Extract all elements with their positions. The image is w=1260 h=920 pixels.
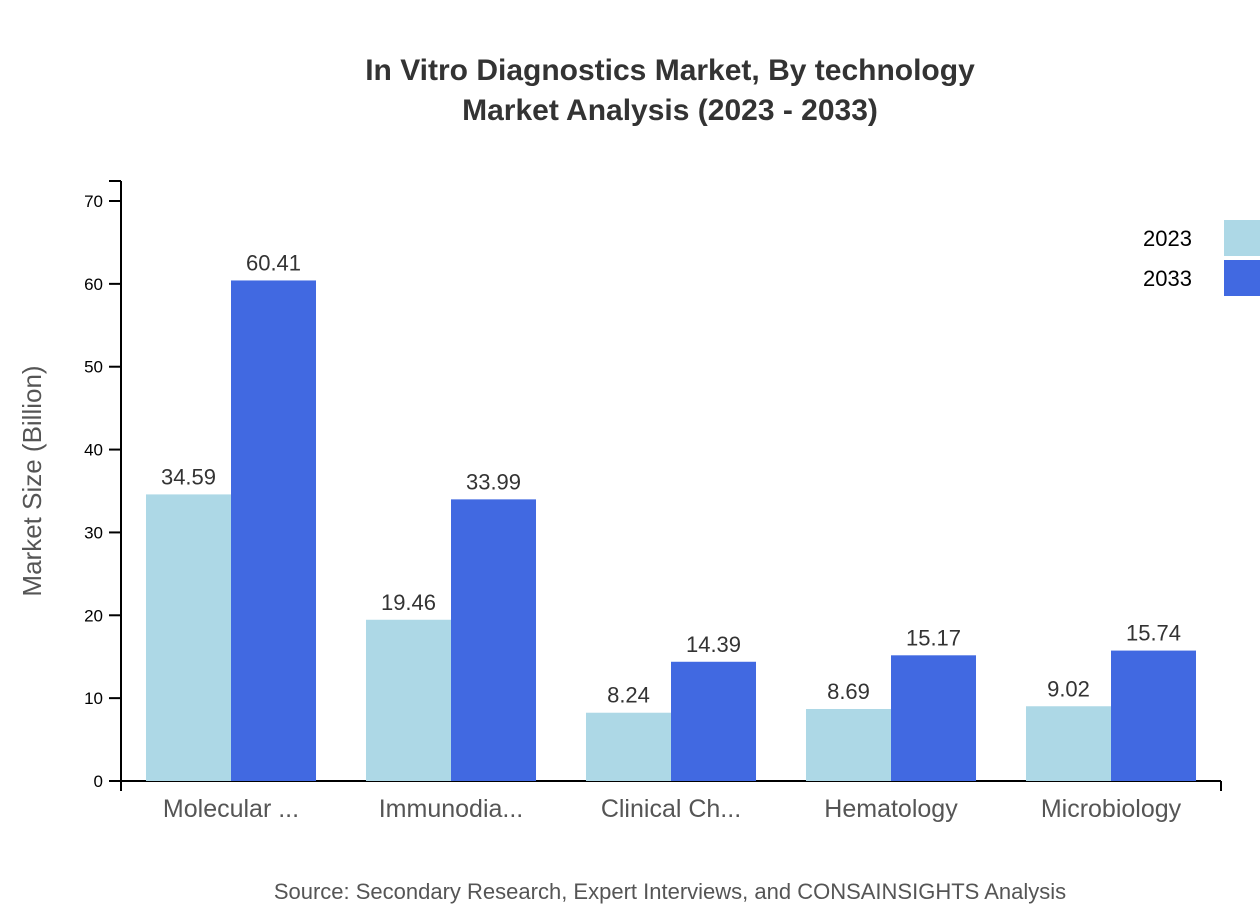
y-tick-label: 60 [84,275,103,294]
data-label: 19.46 [381,590,436,615]
bar-2023 [805,708,891,781]
y-tick-label: 30 [84,523,103,542]
data-label: 33.99 [466,469,521,494]
y-axis: 0 10 20 30 40 50 60 70 [84,180,122,791]
legend-label: 2023 [1143,226,1192,251]
y-tick-label: 10 [84,689,103,708]
bar-2033 [671,661,757,781]
x-tick-label: Microbiology [1041,795,1182,823]
x-tick-label: Molecular ... [163,795,299,823]
source-note: Source: Secondary Research, Expert Inter… [274,879,1066,904]
data-label: 9.02 [1047,676,1090,701]
bar-2033 [231,280,317,781]
y-tick-label: 0 [94,772,103,791]
bar-2023 [585,712,671,781]
bar-2023 [365,619,451,781]
x-tick-label: Immunodia... [379,795,524,823]
y-tick-label: 70 [84,192,103,211]
bar-2033 [451,499,537,781]
bar-2033 [1111,650,1197,781]
legend-swatch-2023 [1224,220,1260,256]
bar-2023 [1025,706,1111,781]
data-label: 15.17 [906,625,961,650]
x-tick-label: Clinical Ch... [601,795,741,823]
chart-title: In Vitro Diagnostics Market, By technolo… [365,54,975,87]
data-label: 15.74 [1126,621,1181,646]
y-tick-label: 20 [84,606,103,625]
legend-swatch-2033 [1224,260,1260,296]
bars: 34.59 60.41 19.46 33.99 8.24 14.39 8.69 15.17 9.… [145,250,1197,781]
legend: 2023 2033 [1143,220,1260,296]
legend-label: 2033 [1143,266,1192,291]
x-tick-label: Hematology [824,795,958,823]
y-axis-label: Market Size (Billion) [17,365,47,596]
y-tick-label: 50 [84,358,103,377]
x-axis: Molecular ... Immunodia... Clinical Ch... H… [120,780,1222,823]
data-label: 8.24 [607,683,650,708]
data-label: 14.39 [686,632,741,657]
bar-2033 [891,655,977,781]
y-tick-label: 40 [84,441,103,460]
bar-2023 [145,494,231,781]
data-label: 60.41 [246,250,301,275]
chart-subtitle: Market Analysis (2023 - 2033) [462,94,878,127]
data-label: 34.59 [161,464,216,489]
data-label: 8.69 [827,679,870,704]
